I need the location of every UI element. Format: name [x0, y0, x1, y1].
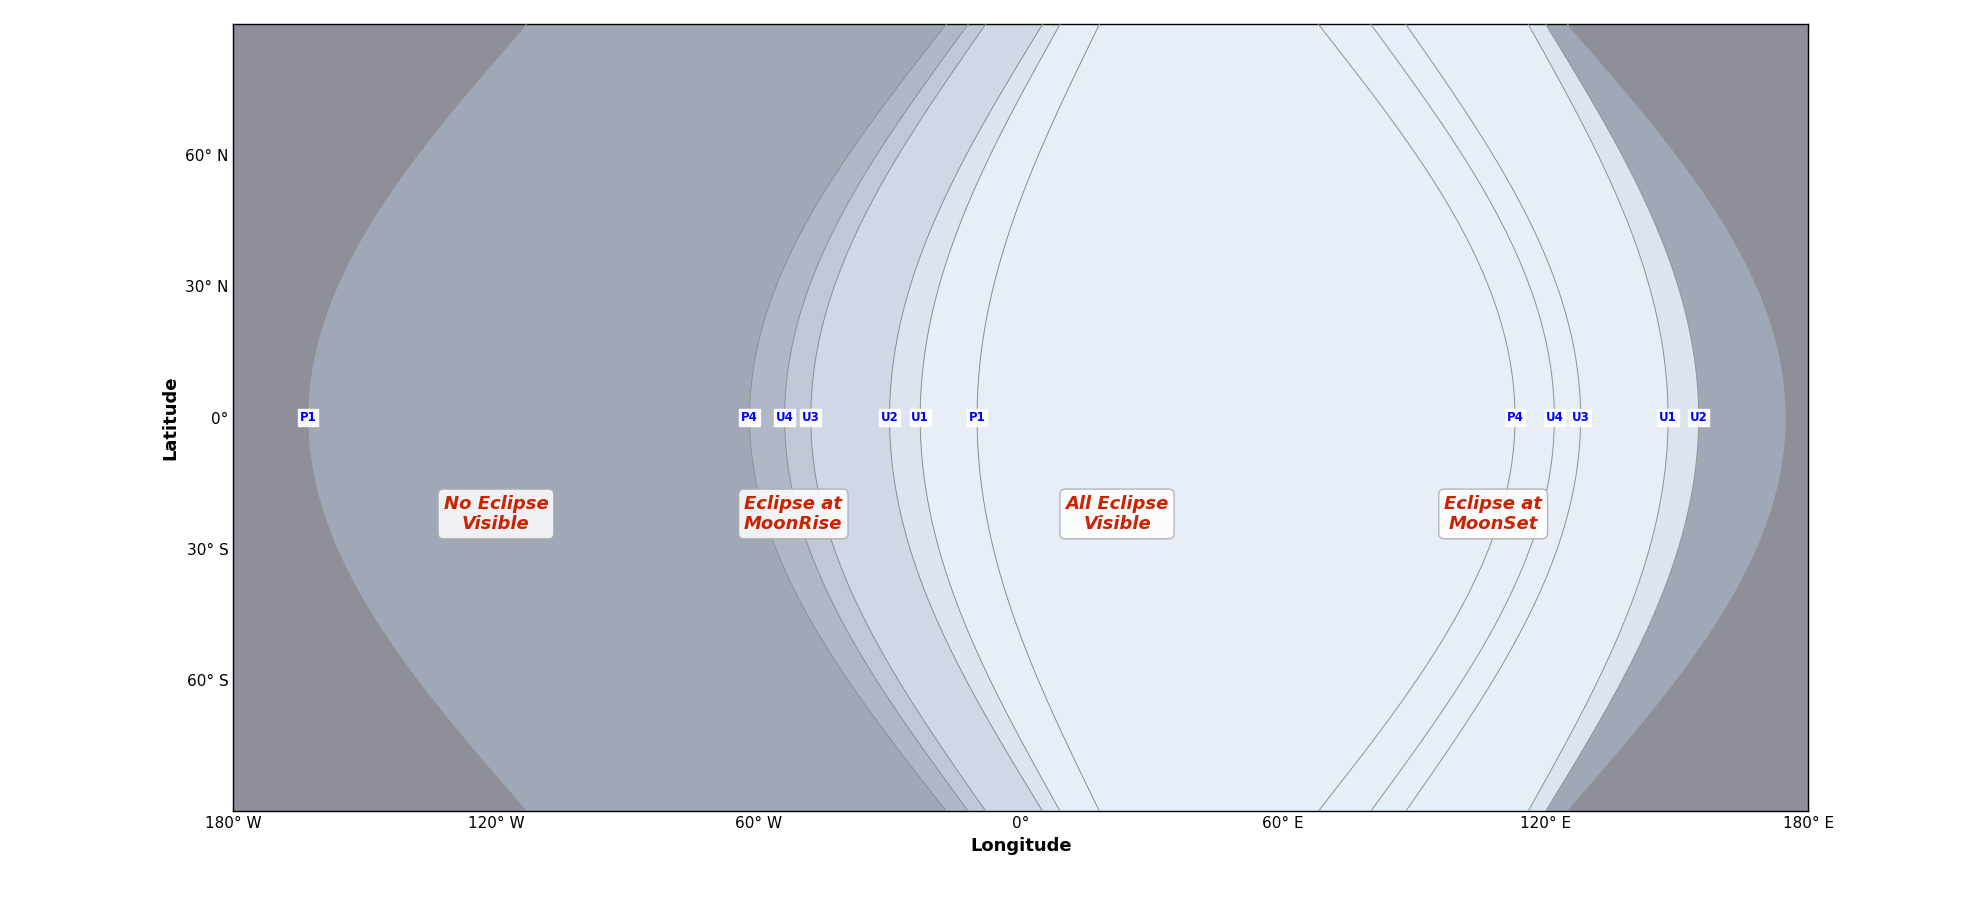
Text: P1: P1 [299, 411, 317, 424]
Polygon shape [812, 24, 1043, 812]
Text: No Eclipse
Visible: No Eclipse Visible [444, 495, 548, 534]
Text: U4: U4 [776, 411, 794, 424]
Text: P1: P1 [968, 411, 986, 424]
Polygon shape [234, 24, 527, 812]
Polygon shape [1568, 24, 1808, 812]
Text: P4: P4 [741, 411, 758, 424]
Y-axis label: Latitude: Latitude [162, 375, 180, 460]
Polygon shape [1319, 24, 1786, 812]
Polygon shape [1529, 24, 1699, 812]
Text: U1: U1 [1659, 411, 1677, 424]
Text: U3: U3 [1572, 411, 1590, 424]
Text: U4: U4 [1546, 411, 1564, 424]
Text: U3: U3 [802, 411, 820, 424]
Text: P4: P4 [1507, 411, 1523, 424]
Polygon shape [750, 24, 968, 812]
Text: All Eclipse
Visible: All Eclipse Visible [1065, 495, 1168, 534]
Text: U2: U2 [881, 411, 899, 424]
Polygon shape [976, 24, 1667, 812]
Polygon shape [1406, 24, 1699, 812]
Text: U2: U2 [1689, 411, 1707, 424]
Polygon shape [784, 24, 986, 812]
Polygon shape [921, 24, 1099, 812]
Text: Eclipse at
MoonRise: Eclipse at MoonRise [744, 495, 843, 534]
Polygon shape [307, 24, 946, 812]
Text: U1: U1 [911, 411, 929, 424]
Polygon shape [1370, 24, 1580, 812]
Polygon shape [889, 24, 1059, 812]
Text: Eclipse at
MoonSet: Eclipse at MoonSet [1443, 495, 1542, 534]
Polygon shape [1319, 24, 1554, 812]
X-axis label: Longitude: Longitude [970, 837, 1071, 854]
